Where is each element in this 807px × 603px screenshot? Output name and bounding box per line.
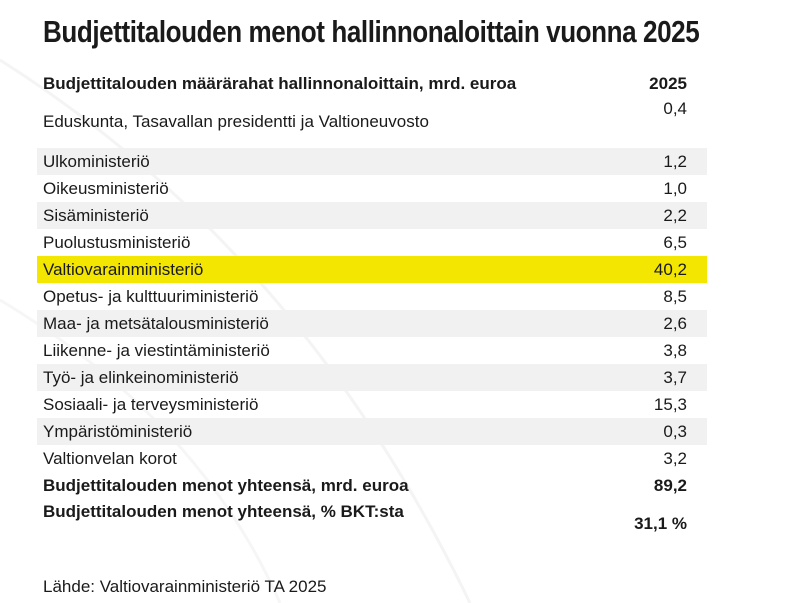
total-value: 31,1 % bbox=[634, 514, 687, 533]
total-label: Budjettitalouden menot yhteensä, % BKT:s… bbox=[43, 502, 404, 521]
title: Budjettitalouden menot hallinnonaloittai… bbox=[43, 14, 700, 49]
header-row: Budjettitalouden määrärahat hallinnonalo… bbox=[37, 70, 707, 97]
table-row: Sosiaali- ja terveysministeriö 15,3 bbox=[37, 391, 707, 418]
table-row: Oikeusministeriö 1,0 bbox=[37, 175, 707, 202]
table-row: Ulkoministeriö 1,2 bbox=[37, 148, 707, 175]
table-row: Liikenne- ja viestintäministeriö 3,8 bbox=[37, 337, 707, 364]
row-value: 3,8 bbox=[663, 341, 687, 360]
table-row: Opetus- ja kulttuuriministeriö 8,5 bbox=[37, 283, 707, 310]
row-label: Puolustusministeriö bbox=[43, 233, 191, 252]
total-label: Budjettitalouden menot yhteensä, mrd. eu… bbox=[43, 476, 409, 495]
table-row: Työ- ja elinkeinoministeriö 3,7 bbox=[37, 364, 707, 391]
row-label: Työ- ja elinkeinoministeriö bbox=[43, 368, 239, 387]
table-row: Valtiovarainministeriö 40,2 bbox=[37, 256, 707, 283]
row-value: 3,2 bbox=[663, 449, 687, 468]
row-label: Ympäristöministeriö bbox=[43, 422, 193, 441]
row-value: 0,4 bbox=[663, 99, 687, 118]
row-value: 3,7 bbox=[663, 368, 687, 387]
row-value: 15,3 bbox=[653, 395, 687, 414]
table-row: Valtionvelan korot 3,2 bbox=[37, 445, 707, 472]
total-row: Budjettitalouden menot yhteensä, mrd. eu… bbox=[37, 472, 707, 499]
row-label: Sosiaali- ja terveysministeriö bbox=[43, 395, 259, 414]
row-label: Eduskunta, Tasavallan presidentti ja Val… bbox=[43, 112, 429, 131]
row-label: Valtionvelan korot bbox=[43, 449, 177, 468]
row-value: 0,3 bbox=[663, 422, 687, 441]
row-label: Maa- ja metsätalousministeriö bbox=[43, 314, 269, 333]
row-label: Liikenne- ja viestintäministeriö bbox=[43, 341, 270, 360]
row-label: Sisäministeriö bbox=[43, 206, 149, 225]
header-label: Budjettitalouden määrärahat hallinnonalo… bbox=[43, 74, 517, 93]
table-row: Sisäministeriö 2,2 bbox=[37, 202, 707, 229]
row-value: 2,6 bbox=[663, 314, 687, 333]
table-row: Maa- ja metsätalousministeriö 2,6 bbox=[37, 310, 707, 337]
row-label: Opetus- ja kulttuuriministeriö bbox=[43, 287, 259, 306]
row-value: 1,0 bbox=[663, 179, 687, 198]
row-value: 40,2 bbox=[653, 260, 687, 279]
row-value: 2,2 bbox=[663, 206, 687, 225]
source-note: Lähde: Valtiovarainministeriö TA 2025 bbox=[43, 577, 327, 596]
table-row: Puolustusministeriö 6,5 bbox=[37, 229, 707, 256]
total-value: 89,2 bbox=[653, 476, 687, 495]
row-value: 1,2 bbox=[663, 152, 687, 171]
row-label: Ulkoministeriö bbox=[43, 152, 150, 171]
row-label: Valtiovarainministeriö bbox=[43, 260, 204, 279]
row-label: Oikeusministeriö bbox=[43, 179, 169, 198]
row-value: 8,5 bbox=[663, 287, 687, 306]
header-year: 2025 bbox=[649, 74, 687, 93]
total-row: Budjettitalouden menot yhteensä, % BKT:s… bbox=[37, 499, 707, 539]
table-row: Eduskunta, Tasavallan presidentti ja Val… bbox=[37, 97, 707, 148]
row-value: 6,5 bbox=[663, 233, 687, 252]
table-row: Ympäristöministeriö 0,3 bbox=[37, 418, 707, 445]
